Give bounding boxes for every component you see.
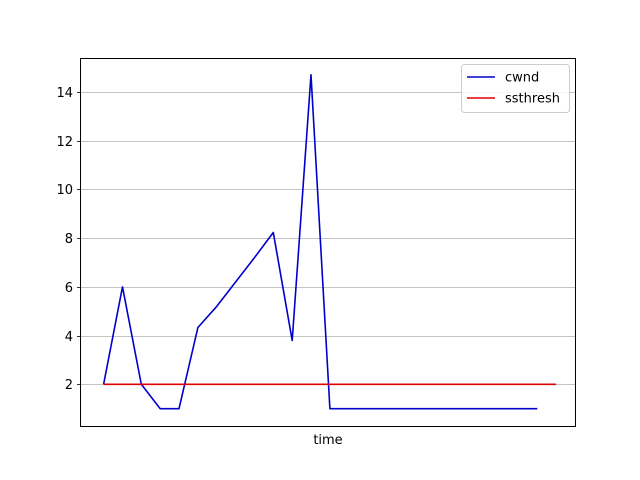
y-tick-label: 10 (56, 183, 73, 198)
y-tick-label: 12 (56, 135, 73, 150)
y-tick-label: 8 (65, 232, 73, 247)
plot-frame (80, 58, 576, 427)
series-layer (102, 74, 557, 410)
y-tick-label: 4 (65, 330, 73, 345)
y-tick-label: 6 (65, 281, 73, 296)
y-tick-label: 2 (65, 378, 73, 393)
series-line-cwnd (102, 74, 538, 410)
y-tick-label: 14 (56, 86, 73, 101)
x-axis-label: time (313, 433, 342, 448)
legend-label-cwnd: cwnd (505, 71, 539, 86)
legend-label-ssthresh: ssthresh (505, 92, 560, 107)
legend: cwnd ssthresh (461, 64, 570, 113)
y-axis: 2 4 6 8 10 12 14 (56, 86, 81, 393)
